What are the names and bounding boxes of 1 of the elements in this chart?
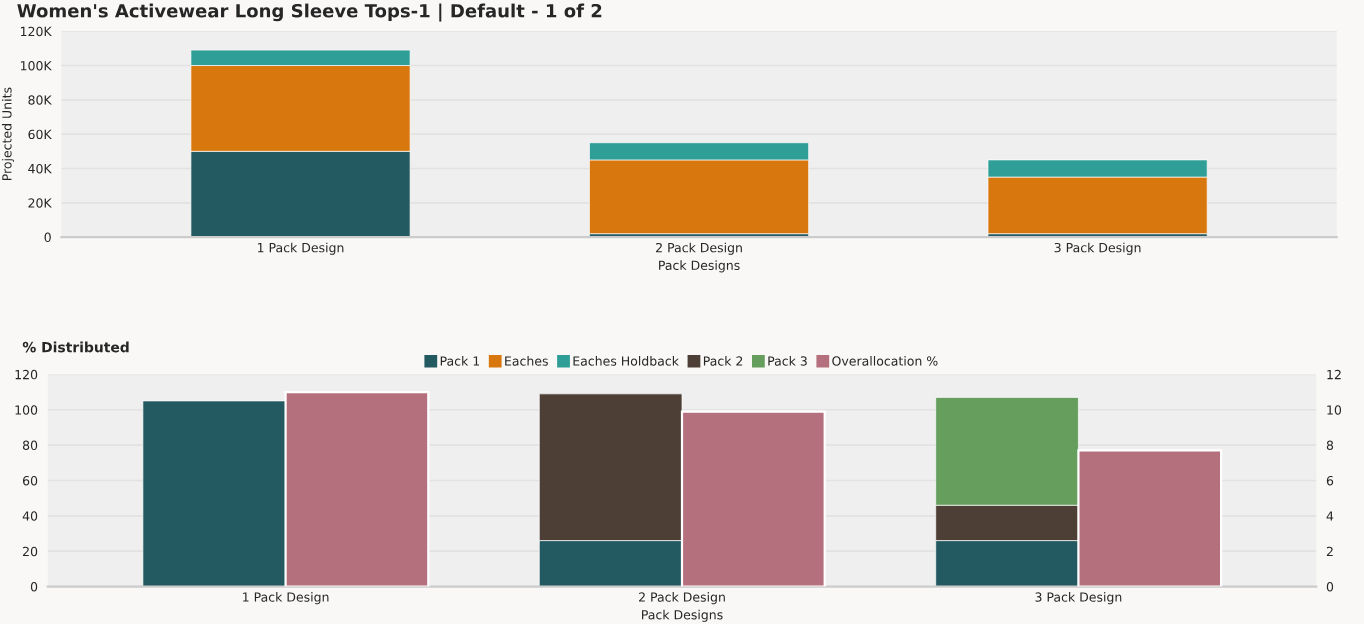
chart-title: Women's Activewear Long Sleeve Tops-1 | Default - 1 of 2: [17, 3, 602, 22]
